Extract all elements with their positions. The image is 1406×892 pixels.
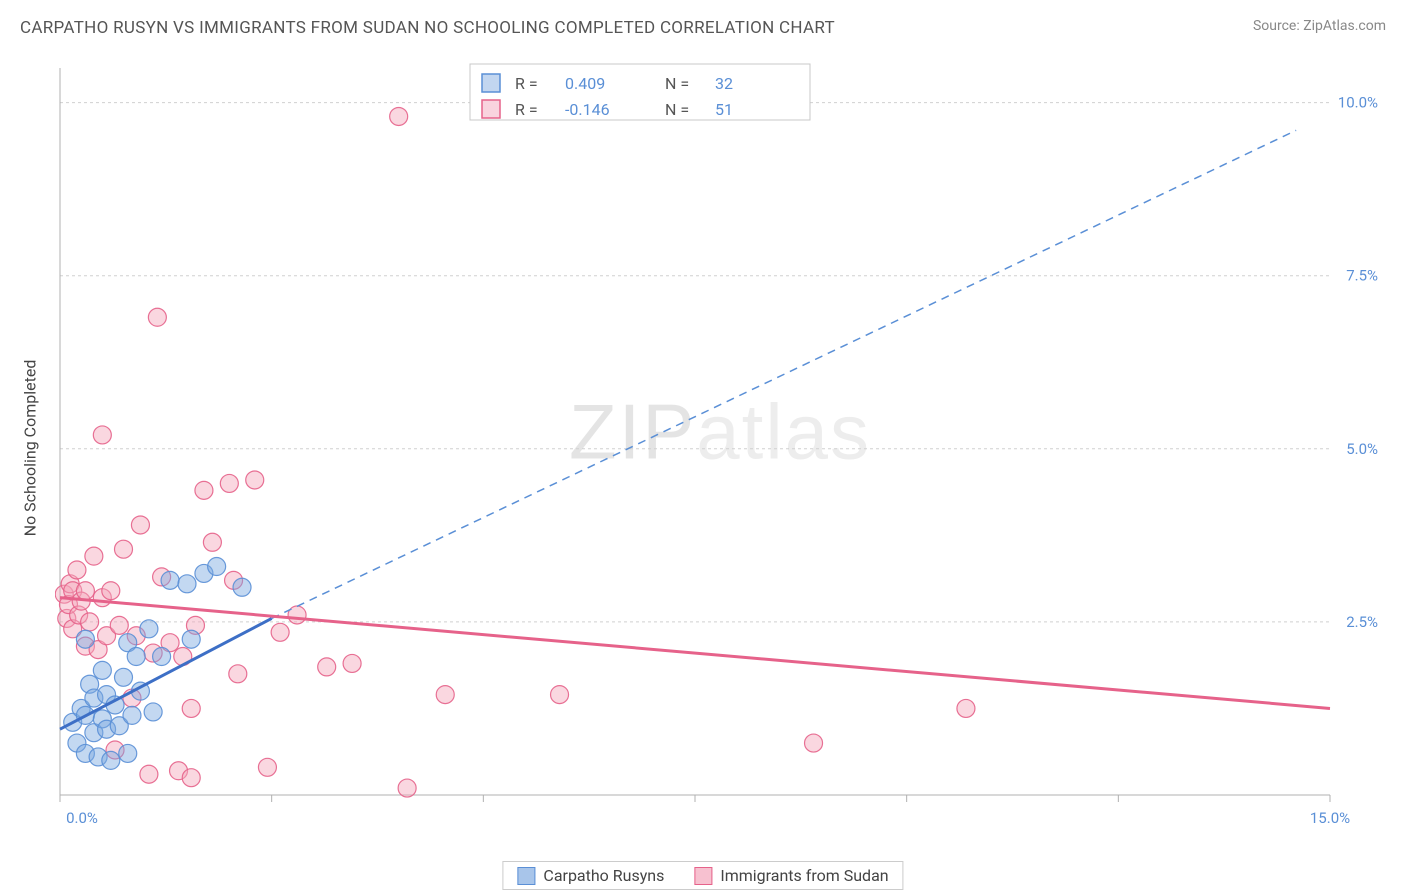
svg-text:-0.146: -0.146 (565, 100, 610, 119)
chart-area: No Schooling Completed ZIPatlas 2.5%5.0%… (55, 60, 1385, 835)
chart-title: CARPATHO RUSYN VS IMMIGRANTS FROM SUDAN … (20, 18, 835, 38)
scatter-plot: 2.5% 5.0% 7.5% 10.0% 0.0% 15.0% R = 0.409 N = 32 R… (55, 60, 1385, 835)
legend: Carpatho Rusyns Immigrants from Sudan (502, 861, 903, 890)
svg-text:R =: R = (515, 74, 538, 93)
svg-text:32: 32 (715, 74, 733, 93)
svg-text:N =: N = (665, 74, 689, 93)
legend-swatch-pink (694, 867, 712, 885)
svg-text:0.0%: 0.0% (66, 809, 98, 827)
legend-swatch-blue (517, 867, 535, 885)
svg-text:15.0%: 15.0% (1310, 809, 1350, 827)
header: CARPATHO RUSYN VS IMMIGRANTS FROM SUDAN … (0, 0, 1406, 48)
svg-text:51: 51 (715, 100, 733, 119)
svg-text:0.409: 0.409 (565, 74, 605, 93)
svg-text:N =: N = (665, 100, 689, 119)
y-axis-label: No Schooling Completed (21, 359, 40, 536)
svg-text:10.0%: 10.0% (1338, 94, 1378, 112)
svg-text:5.0%: 5.0% (1346, 440, 1378, 458)
legend-label-pink: Immigrants from Sudan (720, 866, 888, 885)
legend-item-blue: Carpatho Rusyns (517, 866, 664, 885)
source-attribution: Source: ZipAtlas.com (1253, 18, 1386, 34)
svg-text:7.5%: 7.5% (1346, 267, 1378, 285)
legend-item-pink: Immigrants from Sudan (694, 866, 888, 885)
svg-text:2.5%: 2.5% (1346, 613, 1378, 631)
legend-label-blue: Carpatho Rusyns (543, 866, 664, 885)
svg-text:R =: R = (515, 100, 538, 119)
